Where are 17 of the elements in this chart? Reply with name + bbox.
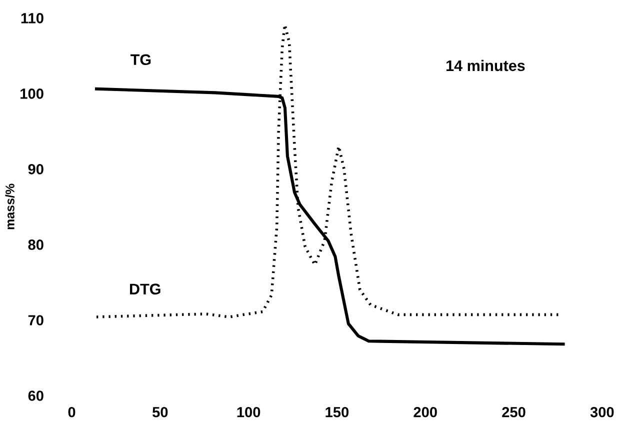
x-tick-label: 200 (414, 406, 437, 418)
annotation: 14 minutes (446, 60, 525, 72)
x-tick-label: 0 (68, 406, 76, 418)
x-tick-label: 250 (502, 406, 526, 418)
y-tick-label: 70 (28, 315, 44, 326)
y-tick-label: 60 (28, 390, 44, 401)
y-tick-label: 80 (28, 240, 44, 250)
y-tick-label: 100 (20, 88, 44, 99)
y-axis-title: mass/% (5, 184, 15, 230)
y-tick-label: 90 (28, 164, 44, 174)
x-tick-label: 300 (590, 406, 614, 418)
series-label: TG (130, 54, 151, 66)
x-tick-label: 150 (326, 406, 349, 418)
x-tick-label: 50 (152, 406, 168, 418)
series-label: DTG (130, 284, 160, 294)
x-tick-label: 100 (237, 406, 260, 418)
y-tick-label: 110 (21, 13, 44, 24)
